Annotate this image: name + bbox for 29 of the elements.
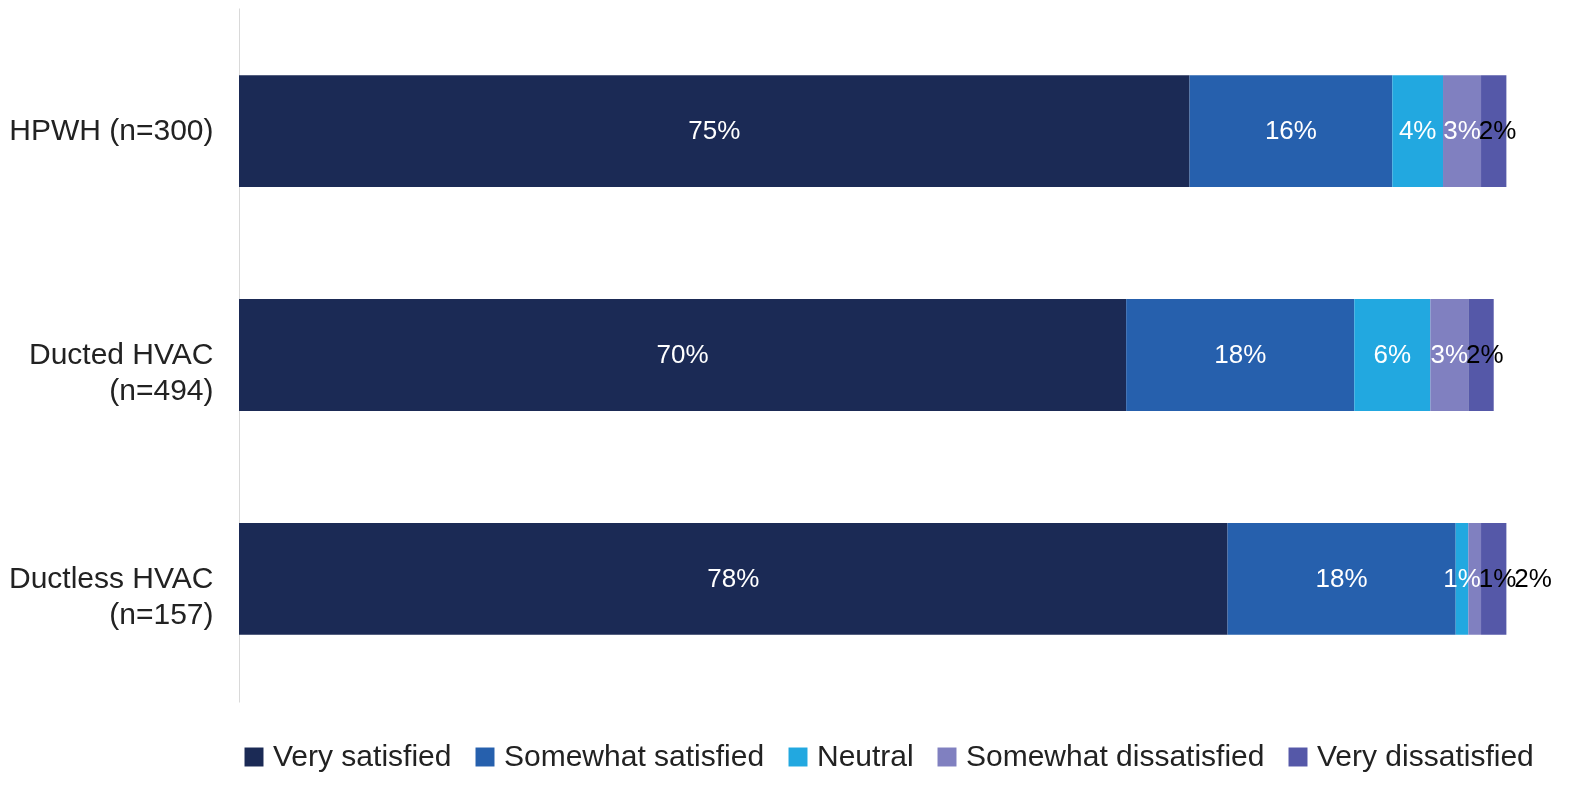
bar: [1443, 75, 1482, 188]
bar: [239, 75, 1190, 188]
legend-label: Somewhat dissatisfied: [966, 739, 1265, 772]
data-label: 78%: [707, 562, 760, 593]
legend-label: Somewhat satisfied: [504, 739, 765, 772]
legend-label: Very dissatisfied: [1317, 739, 1534, 772]
data-label: 75%: [688, 115, 741, 146]
data-label: 3%: [1443, 115, 1481, 146]
bar: [1430, 299, 1469, 411]
bar: [1354, 299, 1431, 411]
data-label: 4%: [1398, 115, 1437, 146]
data-label: 1%: [1443, 562, 1481, 593]
y-tick-label: HPWH (n=300): [9, 113, 214, 147]
bar: [1392, 75, 1444, 188]
data-label: 18%: [1214, 339, 1267, 369]
bar: [1126, 299, 1355, 411]
bar: [239, 299, 1127, 411]
data-label: 6%: [1373, 339, 1412, 369]
y-tick-label: Ducted HVAC (n=494): [28, 337, 214, 406]
bar: [1189, 75, 1393, 188]
data-label: 2%: [1514, 562, 1552, 593]
data-label: 16%: [1264, 115, 1317, 146]
data-label: 70%: [656, 339, 709, 369]
bar: [239, 522, 1228, 635]
legend-label: Neutral: [817, 739, 914, 772]
y-tick-label: Ductless HVAC (n=157): [9, 560, 214, 630]
legend-label: Very satisfied: [273, 739, 452, 772]
data-label: 18%: [1315, 562, 1368, 593]
data-label: 3%: [1430, 339, 1469, 369]
